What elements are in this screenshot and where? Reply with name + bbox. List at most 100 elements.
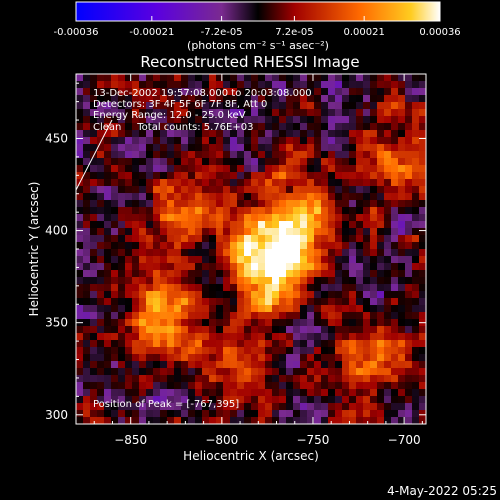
heatmap-cell — [384, 403, 392, 411]
heatmap-cell — [90, 277, 98, 285]
heatmap-cell — [132, 284, 140, 292]
heatmap-cell — [279, 130, 287, 138]
heatmap-cell — [356, 340, 364, 348]
heatmap-cell — [307, 207, 315, 215]
heatmap-cell — [321, 74, 329, 82]
heatmap-cell — [188, 137, 196, 145]
heatmap-cell — [139, 249, 147, 257]
heatmap-cell — [118, 396, 126, 404]
heatmap-cell — [90, 270, 98, 278]
heatmap-cell — [293, 333, 301, 341]
heatmap-cell — [391, 228, 399, 236]
heatmap-cell — [377, 165, 385, 173]
heatmap-cell — [216, 158, 224, 166]
heatmap-cell — [342, 382, 350, 390]
heatmap-cell — [370, 102, 378, 110]
heatmap-cell — [244, 228, 252, 236]
heatmap-cell — [125, 354, 133, 362]
heatmap-cell — [216, 116, 224, 124]
heatmap-cell — [405, 95, 413, 103]
heatmap-cell — [153, 242, 161, 250]
heatmap-cell — [125, 228, 133, 236]
heatmap-cell — [111, 305, 119, 313]
heatmap-cell — [237, 277, 245, 285]
heatmap-cell — [342, 347, 350, 355]
heatmap-cell — [90, 88, 98, 96]
heatmap-cell — [391, 270, 399, 278]
heatmap-cell — [195, 74, 203, 82]
heatmap-cell — [230, 228, 238, 236]
heatmap-cell — [314, 214, 322, 222]
heatmap-cell — [363, 81, 371, 89]
heatmap-cell — [349, 417, 357, 424]
heatmap-cell — [356, 277, 364, 285]
heatmap-cell — [139, 74, 147, 82]
heatmap-cell — [356, 81, 364, 89]
heatmap-cell — [216, 403, 224, 411]
heatmap-cell — [363, 200, 371, 208]
heatmap-cell — [321, 270, 329, 278]
heatmap-cell — [181, 130, 189, 138]
heatmap-cell — [146, 375, 154, 383]
heatmap-cell — [237, 207, 245, 215]
heatmap-cell — [132, 249, 140, 257]
heatmap-cell — [321, 291, 329, 299]
heatmap-cell — [230, 326, 238, 334]
heatmap-cell — [370, 284, 378, 292]
heatmap-cell — [125, 116, 133, 124]
heatmap-cell — [377, 242, 385, 250]
heatmap-cell — [90, 172, 98, 180]
heatmap-cell — [279, 340, 287, 348]
heatmap-cell — [391, 151, 399, 159]
heatmap-cell — [132, 179, 140, 187]
heatmap-cell — [188, 151, 196, 159]
heatmap-cell — [377, 319, 385, 327]
heatmap-cell — [328, 137, 336, 145]
heatmap-cell — [223, 305, 231, 313]
heatmap-cell — [167, 158, 175, 166]
heatmap-cell — [335, 109, 343, 117]
heatmap-cell — [146, 214, 154, 222]
heatmap-cell — [419, 333, 426, 341]
heatmap-cell — [349, 123, 357, 131]
heatmap-cell — [251, 123, 259, 131]
heatmap-cell — [412, 368, 420, 376]
heatmap-cell — [419, 228, 426, 236]
heatmap-cell — [293, 144, 301, 152]
heatmap-cell — [146, 228, 154, 236]
heatmap-cell — [132, 389, 140, 397]
heatmap-cell — [328, 228, 336, 236]
heatmap-cell — [307, 214, 315, 222]
heatmap-cell — [293, 123, 301, 131]
heatmap-cell — [314, 396, 322, 404]
heatmap-cell — [272, 312, 280, 320]
heatmap-cell — [349, 382, 357, 390]
heatmap-cell — [153, 256, 161, 264]
heatmap-cell — [265, 354, 273, 362]
heatmap-cell — [377, 221, 385, 229]
heatmap-cell — [132, 151, 140, 159]
heatmap-cell — [377, 256, 385, 264]
heatmap-cell — [244, 375, 252, 383]
heatmap-cell — [146, 291, 154, 299]
heatmap-cell — [111, 193, 119, 201]
heatmap-cell — [419, 193, 426, 201]
heatmap-cell — [216, 263, 224, 271]
heatmap-cell — [370, 221, 378, 229]
heatmap-cell — [244, 137, 252, 145]
heatmap-cell — [398, 354, 406, 362]
heatmap-cell — [328, 249, 336, 257]
heatmap-cell — [349, 263, 357, 271]
heatmap-cell — [202, 123, 210, 131]
heatmap-cell — [405, 319, 413, 327]
heatmap-cell — [286, 382, 294, 390]
heatmap-cell — [307, 193, 315, 201]
heatmap-cell — [83, 249, 91, 257]
heatmap-cell — [237, 242, 245, 250]
heatmap-cell — [349, 277, 357, 285]
heatmap-cell — [139, 221, 147, 229]
heatmap-cell — [293, 291, 301, 299]
heatmap-cell — [181, 137, 189, 145]
heatmap-cell — [146, 165, 154, 173]
heatmap-cell — [286, 151, 294, 159]
